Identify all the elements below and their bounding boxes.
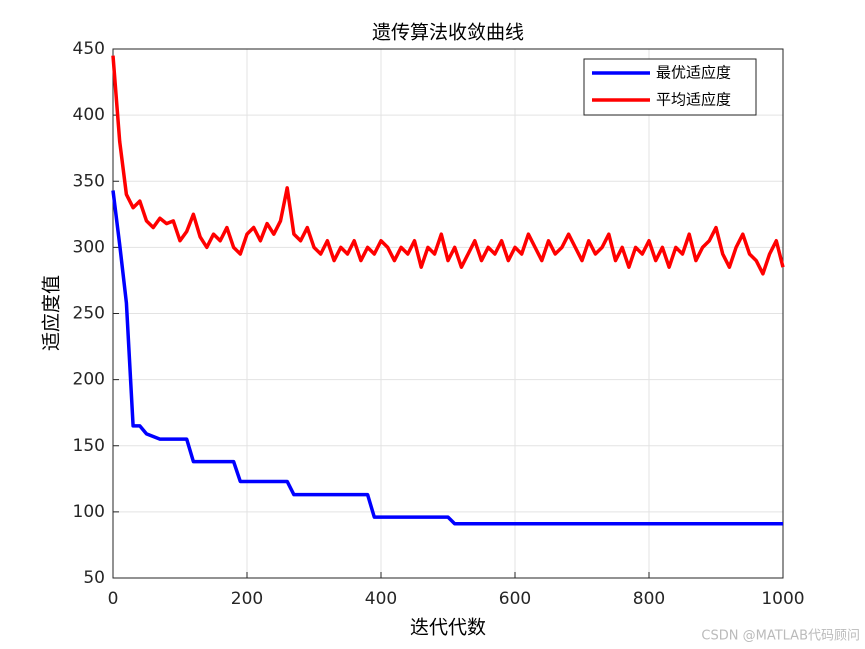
line-series <box>111 55 785 276</box>
line-series <box>111 190 783 526</box>
x-tick-label: 800 <box>633 589 665 609</box>
axes-box <box>112 48 784 579</box>
y-tick-label: 100 <box>73 502 105 522</box>
y-tick-label: 450 <box>73 39 105 59</box>
x-axis-label: 迭代代数 <box>410 617 486 639</box>
x-tick-label: 1000 <box>761 589 804 609</box>
x-tick-label: 400 <box>365 589 397 609</box>
y-tick-label: 150 <box>73 436 105 456</box>
x-tick-label: 200 <box>231 589 263 609</box>
watermark: CSDN @MATLAB代码顾问 <box>701 629 860 644</box>
y-tick-label: 200 <box>73 370 105 390</box>
x-tick-label: 0 <box>108 589 119 609</box>
x-tick-label: 600 <box>499 589 531 609</box>
y-tick-label: 50 <box>83 568 105 588</box>
y-tick-label: 350 <box>73 171 105 191</box>
legend-label: 平均适应度 <box>656 91 731 109</box>
y-tick-label: 400 <box>73 105 105 125</box>
y-tick-label: 300 <box>73 237 105 257</box>
legend-box <box>583 58 757 116</box>
y-axis-label: 适应度值 <box>41 275 63 351</box>
chart-title: 遗传算法收敛曲线 <box>372 22 524 44</box>
legend-label: 最优适应度 <box>656 64 731 82</box>
y-tick-label: 250 <box>73 304 105 324</box>
